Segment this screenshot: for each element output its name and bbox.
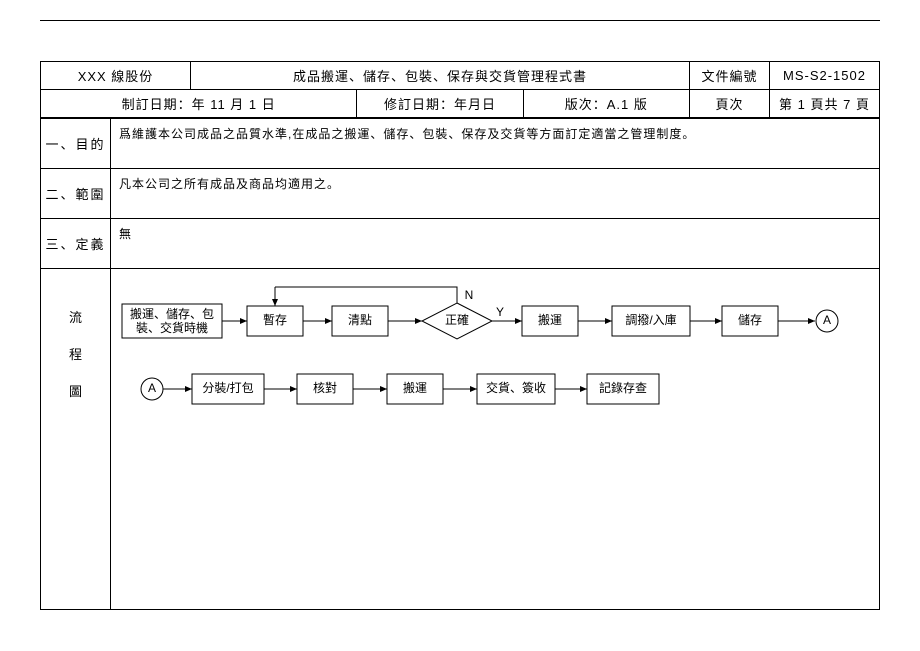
flow-label-2: 程 <box>42 344 109 363</box>
connector-a-in-text: A <box>148 381 156 395</box>
docno-value: MS-S2-1502 <box>770 62 880 90</box>
node-deliver-text: 交貨、簽收 <box>486 380 546 395</box>
flow-label-1: 流 <box>42 307 109 326</box>
created-value: 年 11 月 1 日 <box>192 97 276 112</box>
version-value: A.1 版 <box>607 97 648 112</box>
section-1-label: 一、目的 <box>41 119 111 169</box>
body-table: 一、目的 爲維護本公司成品之品質水準,在成品之搬運、儲存、包裝、保存及交貨等方面… <box>40 118 880 610</box>
version-cell: 版次：A.1 版 <box>523 90 689 118</box>
docno-label: 文件編號 <box>690 62 770 90</box>
node-temp-store-text: 暫存 <box>263 312 287 327</box>
node-store-text: 儲存 <box>738 313 762 327</box>
section-1-text: 爲維護本公司成品之品質水準,在成品之搬運、儲存、包裝、保存及交貨等方面訂定適當之… <box>111 119 880 169</box>
node-start-text2: 裝、交貨時機 <box>136 320 208 335</box>
flowchart-svg: 搬運、儲存、包 裝、交貨時機 暫存 清點 正確 N Y <box>117 279 877 429</box>
page-top-rule <box>40 20 880 21</box>
decision-n-label: N <box>465 288 474 302</box>
section-3-label: 三、定義 <box>41 219 111 269</box>
page-value: 第 1 頁共 7 頁 <box>770 90 880 118</box>
node-warehouse-text: 調撥/入庫 <box>625 312 676 327</box>
company-cell: XXX 線股份 <box>41 62 191 90</box>
node-check-text: 核對 <box>313 381 337 395</box>
node-move2-text: 搬運 <box>403 380 427 395</box>
section-2-label: 二、範圍 <box>41 169 111 219</box>
node-record-text: 記錄存查 <box>599 380 647 395</box>
revised-label: 修訂日期： <box>384 97 454 112</box>
connector-a-out-text: A <box>823 313 831 327</box>
revised-cell: 修訂日期：年月日 <box>357 90 523 118</box>
page-label: 頁次 <box>690 90 770 118</box>
decision-y-label: Y <box>496 305 504 319</box>
created-label: 制訂日期： <box>122 97 192 112</box>
section-3-text: 無 <box>111 219 880 269</box>
node-move-text: 搬運 <box>538 312 562 327</box>
node-count-text: 清點 <box>348 313 372 327</box>
created-cell: 制訂日期：年 11 月 1 日 <box>41 90 357 118</box>
node-decision-text: 正確 <box>445 312 469 327</box>
flow-label-3: 圖 <box>42 381 109 400</box>
node-start-text1: 搬運、儲存、包 <box>130 306 214 321</box>
section-2-text: 凡本公司之所有成品及商品均適用之。 <box>111 169 880 219</box>
section-4-label: 流 程 圖 <box>41 269 111 610</box>
flowchart-cell: 搬運、儲存、包 裝、交貨時機 暫存 清點 正確 N Y <box>111 269 880 610</box>
doc-title: 成品搬運、儲存、包裝、保存與交貨管理程式書 <box>191 62 690 90</box>
revised-value: 年月日 <box>454 97 496 112</box>
version-label: 版次： <box>565 97 607 112</box>
header-table: XXX 線股份 成品搬運、儲存、包裝、保存與交貨管理程式書 文件編號 MS-S2… <box>40 61 880 118</box>
node-pack-text: 分裝/打包 <box>202 381 253 395</box>
